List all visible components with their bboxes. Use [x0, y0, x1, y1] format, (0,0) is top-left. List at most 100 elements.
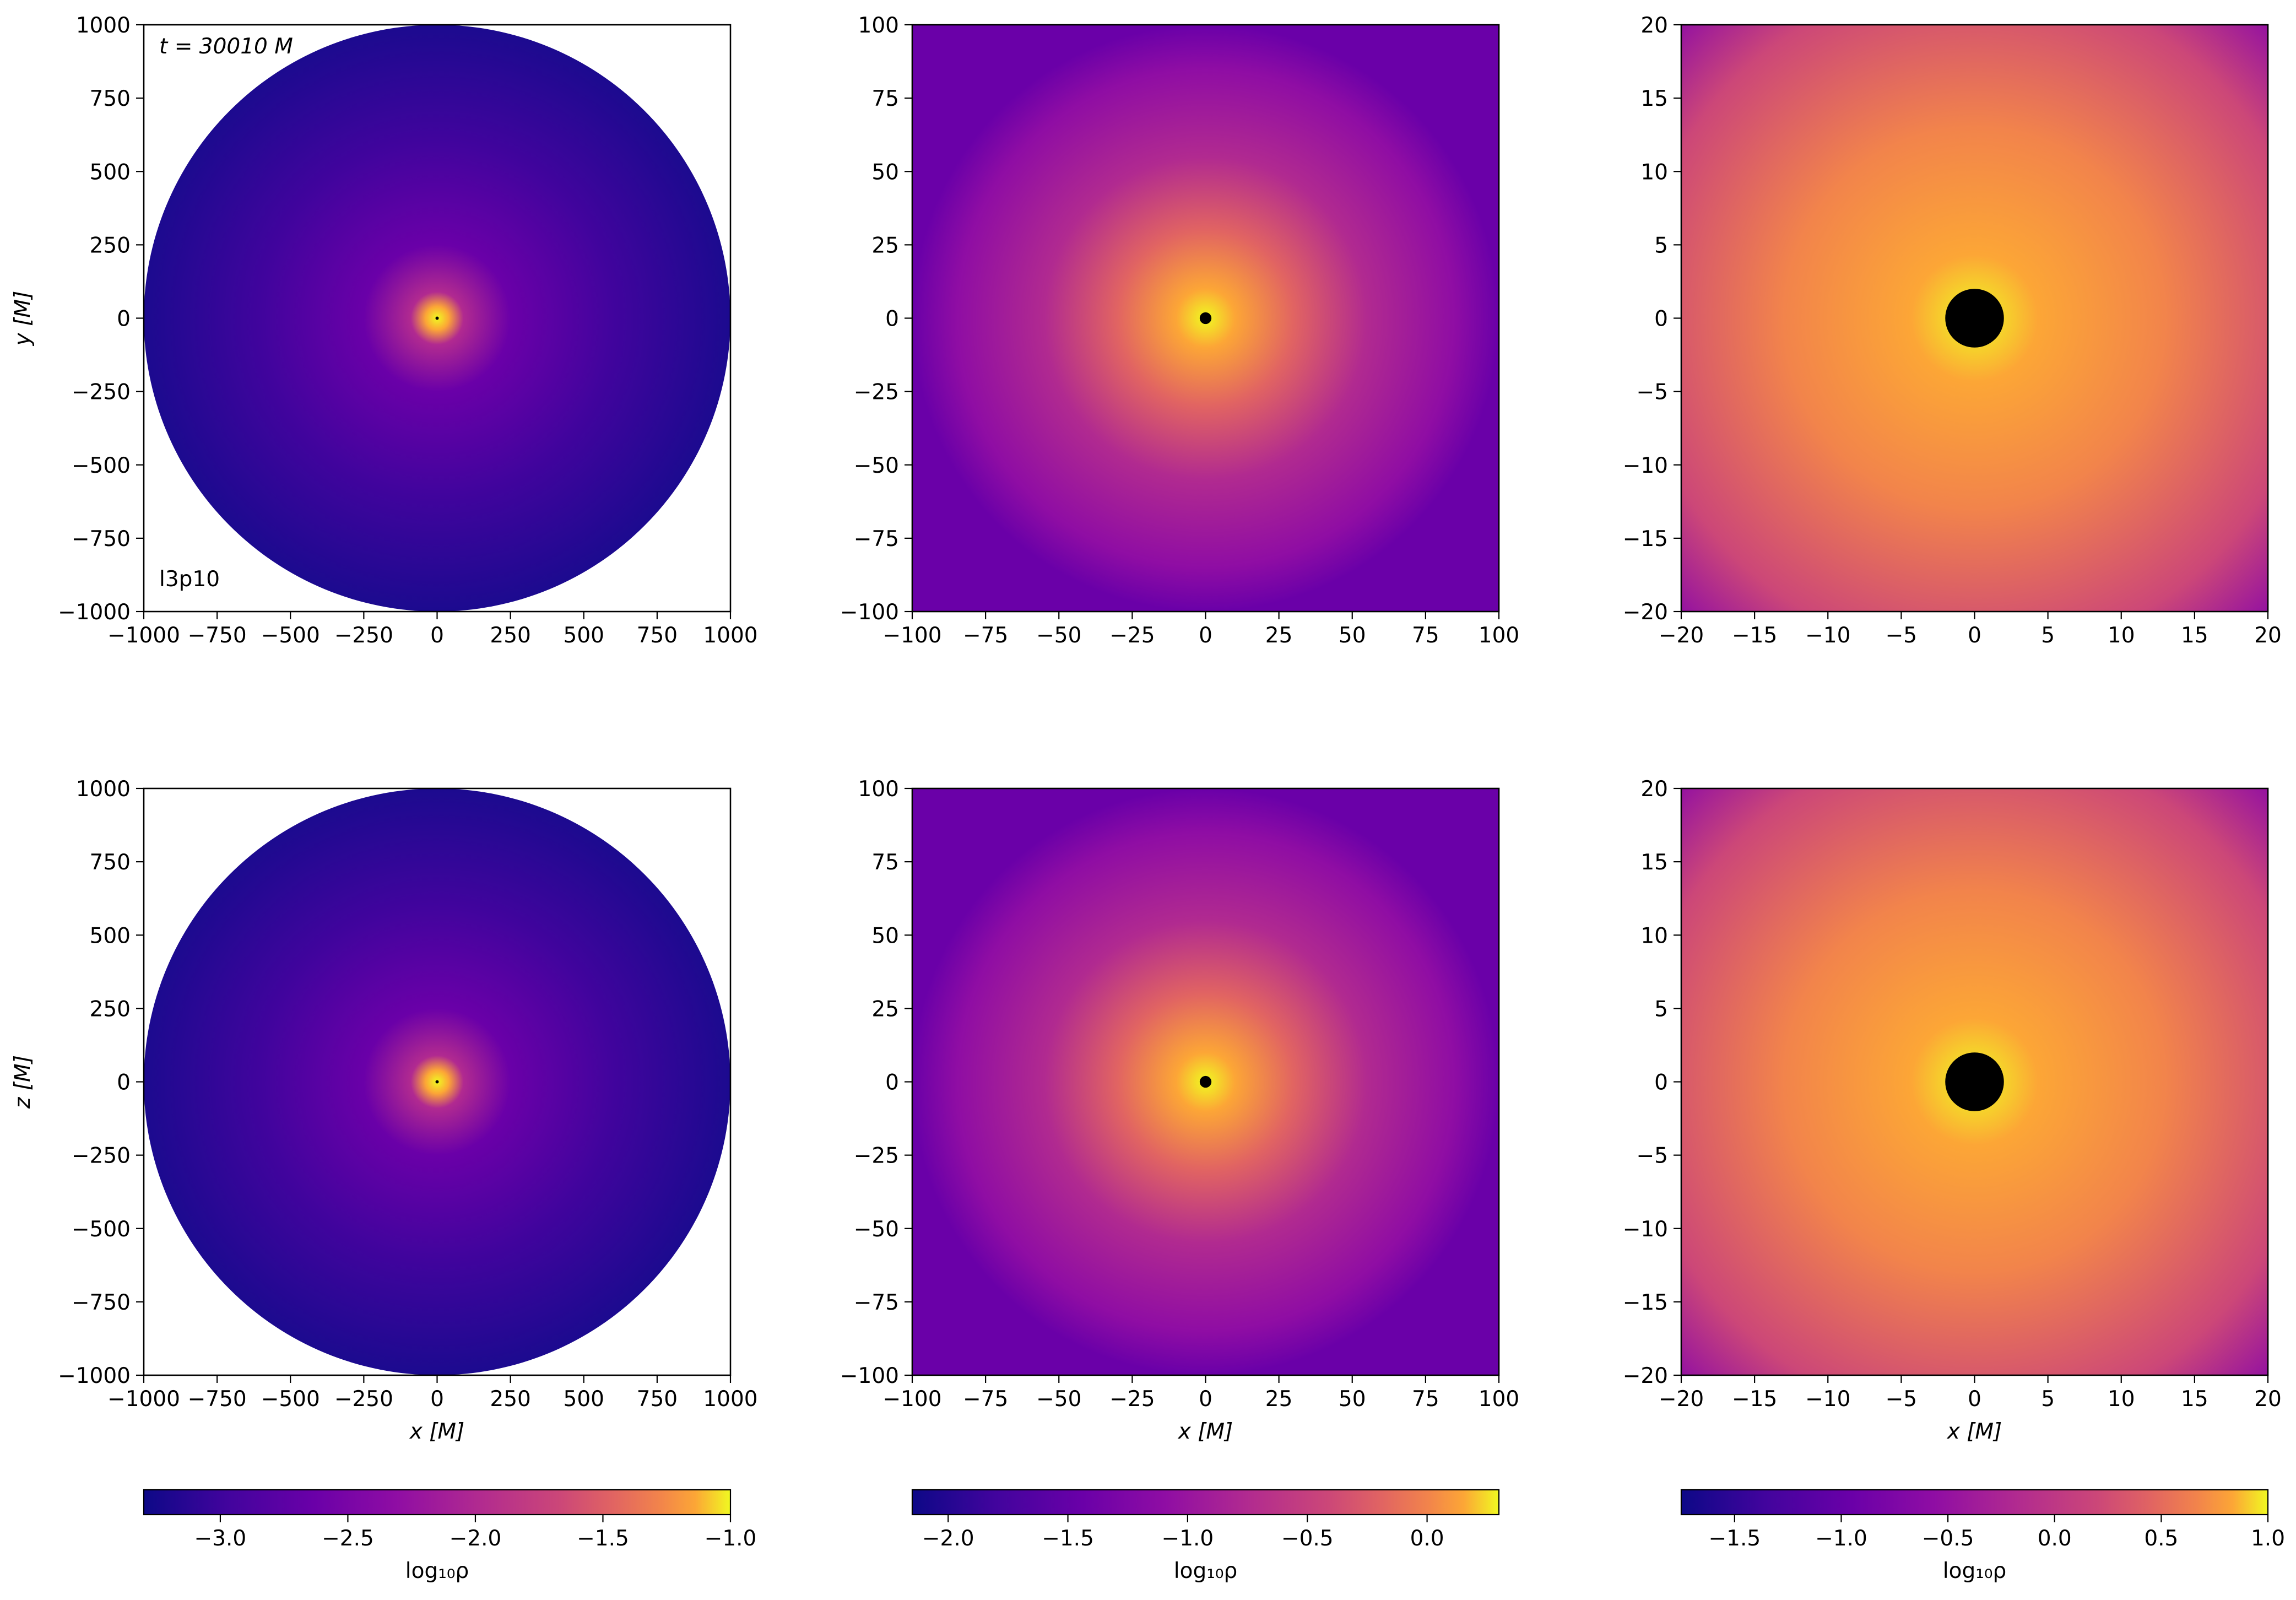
- y-tick-label: −10: [1623, 1217, 1668, 1242]
- run-label: l3p10: [159, 567, 220, 592]
- y-tick-label: −750: [72, 1290, 131, 1315]
- x-tick-label: −5: [1886, 623, 1918, 648]
- colorbar-tick-label: −3.0: [194, 1526, 247, 1551]
- y-tick-label: 0: [1654, 1071, 1668, 1095]
- colorbar-1: −3.0 −2.5 −2.0 −1.5 −1.0 log₁₀ρ: [143, 1489, 756, 1583]
- panel-3: −20 −15 −10 −5 0 5 10 15 20 20 15 10 5 0 −5 −10 −15 −20: [1623, 13, 2282, 648]
- y-tick-label: −500: [72, 1217, 131, 1242]
- y-tick-label: −500: [72, 453, 131, 478]
- panel-5: −100 −75 −50 −25 0 25 50 75 100 100 75 50 25 0 −25 −50 −…: [840, 777, 1519, 1444]
- y-tick-label: −5: [1637, 380, 1669, 405]
- x-tick-label: 5: [2041, 1387, 2055, 1412]
- panel-1: −1000 −750 −500 −250 0 250 500 750 1000 1000 750 50…: [10, 13, 758, 648]
- y-tick-label: 15: [1640, 850, 1668, 875]
- panel-4: −1000 −750 −500 −250 0 250 500 750 1000 1000 750 50…: [10, 777, 758, 1444]
- y-tick-label: −250: [72, 380, 131, 405]
- y-tick-label: 0: [885, 1071, 899, 1095]
- y-tick-label: 15: [1640, 87, 1668, 111]
- colorbar-tick-label: 0.5: [2144, 1526, 2178, 1551]
- x-tick-label: −750: [188, 1387, 247, 1412]
- colorbar-gradient: [143, 1489, 732, 1516]
- y-tick-label: −100: [840, 600, 899, 625]
- y-tick-label: −15: [1623, 527, 1668, 552]
- y-tick-label: 1000: [76, 777, 131, 802]
- x-axis-label: x [M]: [409, 1419, 465, 1444]
- y-tick-label: 5: [1654, 997, 1668, 1021]
- colorbar-gradient: [1680, 1489, 2269, 1516]
- x-axis-label: x [M]: [1177, 1419, 1233, 1444]
- y-tick-label: 10: [1640, 923, 1668, 948]
- x-tick-label: 25: [1265, 623, 1293, 648]
- x-tick-label: 750: [637, 623, 678, 648]
- y-tick-label: −25: [854, 380, 899, 405]
- y-tick-label: 500: [90, 160, 131, 185]
- y-tick-label: 5: [1654, 233, 1668, 258]
- y-tick-label: −15: [1623, 1290, 1668, 1315]
- x-tick-label: −15: [1732, 623, 1777, 648]
- x-tick-label: 5: [2041, 623, 2055, 648]
- colorbars: −3.0 −2.5 −2.0 −1.5 −1.0 log₁₀ρ −2.0 −1.5 −1.0 −0…: [143, 1489, 2285, 1583]
- x-tick-label: 10: [2108, 1387, 2135, 1412]
- colorbar-tick-label: 0.0: [2038, 1526, 2072, 1551]
- y-tick-label: 0: [117, 1071, 131, 1095]
- y-tick-label: −75: [854, 1290, 899, 1315]
- y-tick-label: −5: [1637, 1144, 1669, 1169]
- black-hole-horizon: [1945, 289, 2004, 348]
- x-tick-label: 500: [564, 623, 604, 648]
- x-tick-label: −100: [882, 623, 941, 648]
- y-tick-label: −1000: [58, 600, 131, 625]
- x-tick-label: 15: [2181, 623, 2208, 648]
- black-hole-horizon: [435, 316, 439, 320]
- x-tick-label: 0: [1199, 1387, 1212, 1412]
- y-tick-label: 0: [1654, 307, 1668, 332]
- x-tick-label: 20: [2254, 623, 2282, 648]
- x-tick-label: 0: [1968, 1387, 1981, 1412]
- y-tick-label: 75: [871, 87, 899, 111]
- colorbar-tick-label: −1.0: [1162, 1526, 1214, 1551]
- x-tick-label: −25: [1109, 1387, 1155, 1412]
- y-tick-label: −20: [1623, 600, 1668, 625]
- x-tick-label: 75: [1412, 1387, 1439, 1412]
- x-tick-label: 50: [1339, 623, 1366, 648]
- panel-6: −20 −15 −10 −5 0 5 10 15 20 20 15 10 5 0 −5 −10 −15 −20 x …: [1623, 777, 2282, 1444]
- x-tick-label: 750: [637, 1387, 678, 1412]
- y-tick-label: 750: [90, 850, 131, 875]
- y-tick-label: −10: [1623, 453, 1668, 478]
- x-tick-label: −500: [261, 1387, 320, 1412]
- x-tick-label: 1000: [703, 623, 757, 648]
- colorbar-label: log₁₀ρ: [1174, 1559, 1237, 1583]
- y-tick-label: 100: [858, 13, 899, 38]
- x-tick-label: −500: [261, 623, 320, 648]
- panels: −1000 −750 −500 −250 0 250 500 750 1000100075050…: [10, 13, 2282, 1444]
- x-tick-label: 0: [1199, 623, 1212, 648]
- y-axis-label: z [M]: [10, 1055, 35, 1109]
- y-tick-label: −250: [72, 1144, 131, 1169]
- x-tick-label: 25: [1265, 1387, 1293, 1412]
- x-tick-label: 100: [1479, 623, 1519, 648]
- y-tick-label: 750: [90, 87, 131, 111]
- x-tick-label: −10: [1805, 623, 1850, 648]
- y-tick-label: −20: [1623, 1364, 1668, 1388]
- colorbar-tick-label: −1.0: [1815, 1526, 1867, 1551]
- colorbar-tick-label: 1.0: [2251, 1526, 2285, 1551]
- y-tick-label: −25: [854, 1144, 899, 1169]
- y-tick-label: 25: [871, 997, 899, 1021]
- x-tick-label: −20: [1659, 623, 1704, 648]
- y-tick-label: 0: [117, 307, 131, 332]
- y-tick-label: 0: [885, 307, 899, 332]
- y-tick-label: 75: [871, 850, 899, 875]
- colorbar-tick-label: 0.0: [1410, 1526, 1444, 1551]
- x-tick-label: 500: [564, 1387, 604, 1412]
- y-tick-label: 50: [871, 160, 899, 185]
- colorbar-2: −2.0 −1.5 −1.0 −0.5 0.0 log₁₀ρ: [911, 1489, 1500, 1583]
- y-tick-label: 10: [1640, 160, 1668, 185]
- x-tick-label: 50: [1339, 1387, 1366, 1412]
- x-tick-label: 0: [430, 623, 444, 648]
- x-tick-label: 250: [490, 1387, 530, 1412]
- x-tick-label: 0: [430, 1387, 444, 1412]
- black-hole-horizon: [1199, 312, 1212, 325]
- y-tick-label: 20: [1640, 777, 1668, 802]
- y-tick-label: 250: [90, 233, 131, 258]
- colorbar-tick-label: −0.5: [1922, 1526, 1974, 1551]
